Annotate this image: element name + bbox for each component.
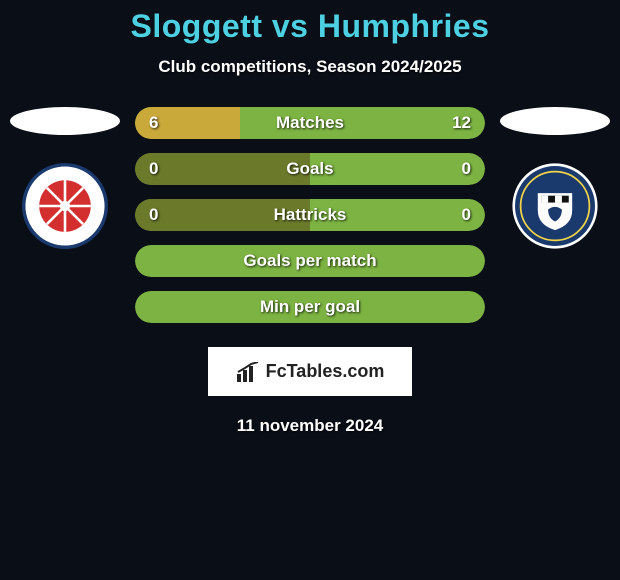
stats-column: Matches612Goals00Hattricks00Goals per ma… — [135, 107, 485, 323]
hartlepool-badge-icon — [22, 163, 108, 249]
stat-label: Min per goal — [135, 297, 485, 317]
stat-value-left: 0 — [149, 205, 158, 225]
stat-value-right: 12 — [452, 113, 471, 133]
stat-bar: Min per goal — [135, 291, 485, 323]
stat-bar: Hattricks0 0 — [135, 199, 485, 231]
brand-chart-icon — [236, 362, 260, 382]
stat-label: Goals — [135, 159, 485, 179]
right-club-badge — [512, 163, 598, 249]
brand-label: FcTables.com — [266, 361, 385, 382]
left-flag-icon — [10, 107, 120, 135]
date-label: 11 november 2024 — [237, 416, 383, 436]
stat-value-left: 0 — [149, 159, 158, 179]
right-player-column — [495, 107, 615, 249]
infographic-container: Sloggett vs Humphries Club competitions,… — [0, 0, 620, 436]
stat-bar: Goals0 0 — [135, 153, 485, 185]
brand-watermark: FcTables.com — [208, 347, 413, 396]
subtitle: Club competitions, Season 2024/2025 — [158, 57, 461, 77]
left-club-badge — [22, 163, 108, 249]
stat-value-right: 0 — [462, 205, 471, 225]
stat-label: Goals per match — [135, 251, 485, 271]
left-player-column — [5, 107, 125, 249]
eastleigh-badge-icon — [512, 163, 598, 249]
main-row: Matches612Goals00Hattricks00Goals per ma… — [0, 107, 620, 323]
stat-bar: Goals per match — [135, 245, 485, 277]
stat-bar: Matches6 12 — [135, 107, 485, 139]
stat-label: Hattricks — [135, 205, 485, 225]
stat-label: Matches — [135, 113, 485, 133]
page-title: Sloggett vs Humphries — [131, 8, 490, 45]
right-flag-icon — [500, 107, 610, 135]
stat-value-right: 0 — [462, 159, 471, 179]
stat-value-left: 6 — [149, 113, 158, 133]
